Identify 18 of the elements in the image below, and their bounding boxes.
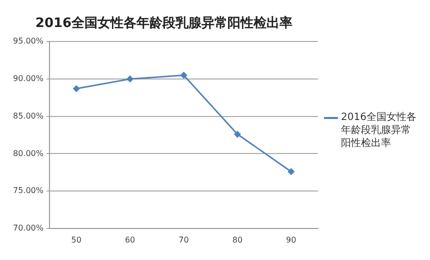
y-tick-label: 75.00% xyxy=(12,186,44,196)
x-tick-label: 50 xyxy=(71,235,82,244)
y-tick-label: 80.00% xyxy=(12,148,44,158)
point xyxy=(126,76,134,82)
chart-title: 2016全国女性各年龄段乳腺异常阳性检出率 xyxy=(35,15,293,32)
y-tick-label: 70.00% xyxy=(12,223,44,232)
y-tick-label: 85.00% xyxy=(12,111,44,120)
y-tick-label: 90.00% xyxy=(12,74,44,84)
point xyxy=(73,85,80,92)
point xyxy=(234,131,241,138)
x-tick-label: 90 xyxy=(286,235,296,244)
y-tick-label: 95.00% xyxy=(12,36,44,46)
legend-label: 2016全国女性各年龄段乳腺异常阳性检出率 xyxy=(341,110,418,150)
point xyxy=(180,72,187,78)
x-tick-label: 70 xyxy=(178,235,189,244)
x-tick-label: 80 xyxy=(232,235,243,244)
x-tick-label: 60 xyxy=(124,235,136,244)
point xyxy=(288,168,294,175)
